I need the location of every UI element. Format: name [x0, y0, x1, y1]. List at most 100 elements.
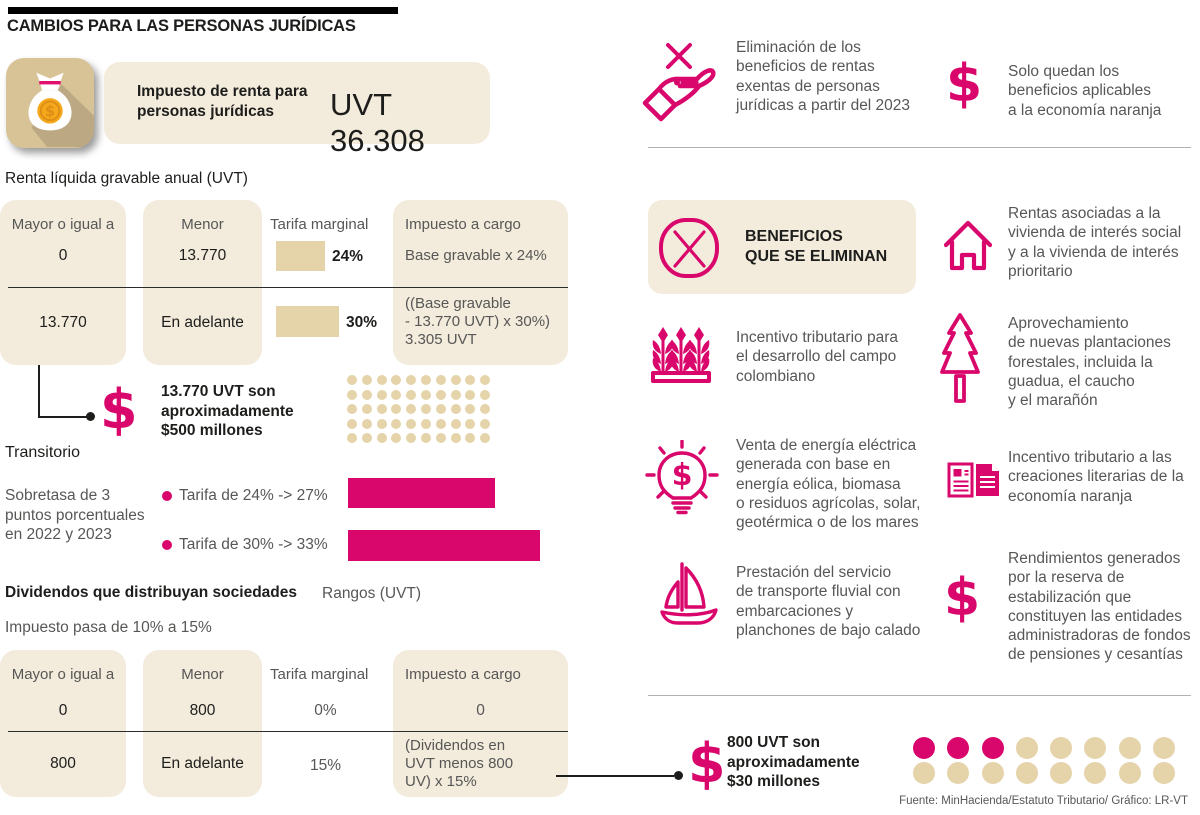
renta-row-divider	[8, 287, 568, 288]
pictogram-dot	[391, 433, 402, 444]
dollar-icon: $	[100, 378, 138, 441]
dividendos-col-impuesto: Impuesto a cargo 0 (Dividendos en UVT men…	[393, 650, 568, 797]
bullet-icon	[162, 491, 172, 501]
renta-header-tarifa: Tarifa marginal	[270, 216, 369, 233]
pictogram-dot	[391, 404, 402, 415]
page-title: CAMBIOS PARA LAS PERSONAS JURÍDICAS	[7, 17, 356, 35]
pictogram-dot	[480, 389, 491, 400]
pictogram-dot	[420, 418, 431, 429]
dividendos-r2-tarifa: 15%	[309, 757, 342, 774]
pictogram-dot	[347, 404, 357, 415]
renta-r1-impuesto: Base gravable x 24%	[405, 247, 547, 264]
pictogram-dot	[1153, 737, 1176, 759]
pictogram-dot	[981, 762, 1004, 784]
pictogram-dot	[450, 404, 461, 415]
pictogram-dot	[376, 375, 387, 385]
pictogram-dot	[1118, 762, 1141, 784]
money-bag-icon: $	[6, 58, 94, 148]
note30-text: 800 UVT son aproximadamente $30 millones	[727, 734, 860, 790]
dividendos-title: Dividendos que distribuyan sociedades	[5, 584, 297, 601]
dividendos-note: Impuesto pasa de 10% a 15%	[5, 619, 212, 636]
dividendos-r1-impuesto: 0	[476, 702, 485, 719]
pictogram-dot	[406, 418, 417, 429]
pictogram-dot	[480, 404, 491, 415]
benefit-text-vivienda: Rentas asociadas a la vivienda de interés…	[1008, 205, 1182, 280]
dollar-icon: $	[944, 568, 981, 628]
pictogram-dot	[435, 404, 446, 415]
dividendos-row-divider	[8, 731, 568, 732]
pictogram-dot	[450, 375, 461, 385]
dividendos-r2-mayor: 800	[50, 755, 76, 772]
pictogram-dot	[450, 433, 461, 444]
hand-x-icon	[640, 40, 720, 130]
note30-connector-h	[556, 775, 674, 777]
pictogram-dot	[1050, 762, 1073, 784]
right-divider-top	[648, 147, 1191, 148]
pictogram-dot	[480, 433, 491, 444]
pictogram-dot	[347, 389, 357, 400]
renta-header-menor: Menor	[181, 216, 224, 233]
dividendos-header-tarifa: Tarifa marginal	[270, 666, 369, 683]
eliminated-badge-label: BENEFICIOS QUE SE ELIMINAN	[745, 228, 888, 265]
renta-tarifa-bar-30	[276, 306, 339, 337]
uvt-card-label: Impuesto de renta para personas jurídicas	[137, 83, 308, 120]
pictogram-dot	[1153, 762, 1176, 784]
pictogram-500m	[347, 375, 491, 444]
right-divider-bottom	[648, 695, 1191, 696]
pictogram-dot	[913, 737, 935, 759]
pictogram-dot	[347, 433, 357, 444]
renta-r2-impuesto: ((Base gravable - 13.770 UVT) x 30%) 3.305…	[405, 295, 551, 349]
note500-connector-h	[38, 416, 87, 418]
dividendos-col-mayor: Mayor o igual a 0 800	[0, 650, 126, 797]
book-icon	[947, 462, 1001, 503]
pictogram-dot	[1015, 737, 1038, 759]
dividendos-r2-menor: En adelante	[161, 755, 244, 772]
note30-connector-dot	[674, 771, 683, 780]
renta-r2-mayor: 13.770	[39, 314, 87, 331]
title-rule	[8, 7, 398, 14]
benefit-text-literarias: Incentivo tributario a las creaciones lit…	[1008, 449, 1184, 505]
pictogram-dot	[406, 404, 417, 415]
transitorio-bar-27	[348, 478, 495, 508]
pictogram-dot	[465, 404, 476, 415]
dividendos-r1-menor: 800	[189, 702, 216, 719]
renta-r1-tarifa: 24%	[332, 248, 364, 265]
pictogram-dot	[450, 389, 461, 400]
dividendos-header-impuesto: Impuesto a cargo	[405, 666, 521, 683]
pictogram-30m	[913, 737, 1176, 784]
svg-text:$: $	[45, 103, 55, 120]
bullet-icon	[162, 540, 172, 550]
uvt-card-value: UVT 36.308	[330, 87, 425, 158]
dividendos-r1-tarifa: 0%	[314, 702, 337, 719]
pictogram-dot	[981, 737, 1004, 759]
benefit-text-pensiones: Rendimientos generados por la reserva de e…	[1008, 550, 1191, 664]
benefit-text-campo: Incentivo tributario para el desarrollo d…	[736, 329, 898, 385]
pictogram-dot	[1084, 737, 1107, 759]
dividendos-header-mayor: Mayor o igual a	[11, 666, 115, 683]
note500-text: 13.770 UVT son aproximadamente $500 millon…	[161, 383, 294, 439]
dollar-icon: $	[946, 54, 983, 114]
renta-header-impuesto: Impuesto a cargo	[405, 216, 521, 233]
renta-section-label: Renta líquida gravable anual (UVT)	[5, 170, 248, 187]
renta-col-menor: Menor 13.770 En adelante	[143, 200, 262, 365]
renta-col-impuesto: Impuesto a cargo Base gravable x 24% ((B…	[393, 200, 568, 365]
renta-header-mayor: Mayor o igual a	[11, 216, 115, 233]
pictogram-dot	[347, 375, 357, 385]
transitorio-item1-label: Tarifa de 24% -> 27%	[179, 487, 328, 504]
pictogram-dot	[361, 404, 372, 415]
pictogram-dot	[361, 433, 372, 444]
pictogram-dot	[1084, 762, 1107, 784]
pictogram-dot	[435, 375, 446, 385]
source-credit: Fuente: MinHacienda/Estatuto Tributario/…	[899, 795, 1188, 807]
pictogram-dot	[391, 389, 402, 400]
pictogram-dot	[465, 433, 476, 444]
pictogram-dot	[480, 418, 491, 429]
pictogram-dot	[465, 389, 476, 400]
note500-connector-dot	[86, 412, 95, 421]
pictogram-dot	[947, 737, 970, 759]
renta-tarifa-bar-24	[276, 241, 325, 271]
benefit-text-fluvial: Prestación del servicio de transporte flu…	[736, 564, 921, 639]
pictogram-dot	[406, 389, 417, 400]
pictogram-dot	[420, 404, 431, 415]
